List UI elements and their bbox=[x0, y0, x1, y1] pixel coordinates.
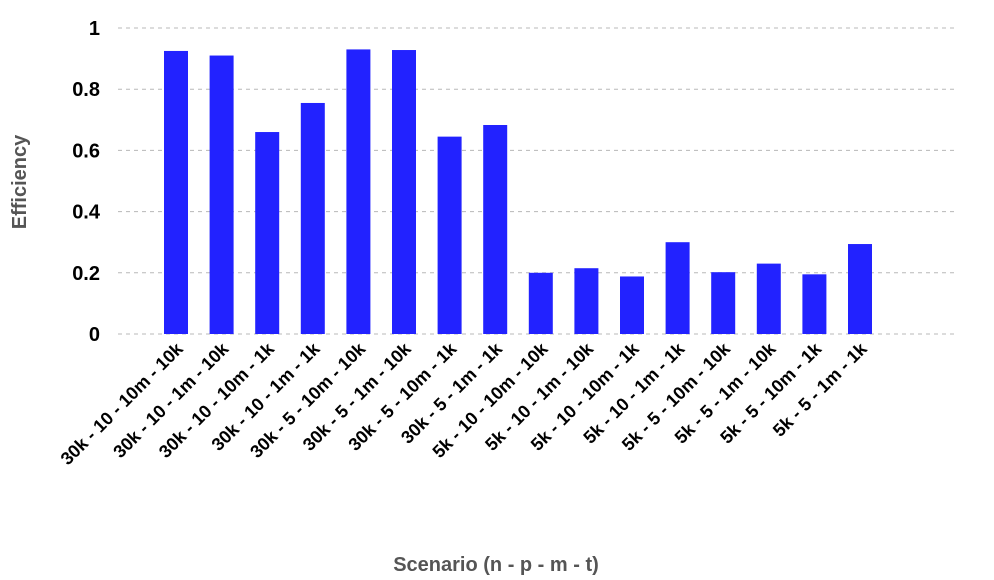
bar bbox=[164, 50, 188, 334]
bars bbox=[164, 49, 872, 335]
bar bbox=[848, 244, 872, 334]
bar bbox=[255, 132, 280, 334]
y-axis-label: Efficiency bbox=[9, 134, 31, 229]
bar bbox=[665, 242, 690, 334]
y-tick-label: 0.6 bbox=[72, 140, 100, 162]
bar bbox=[483, 125, 508, 334]
bar bbox=[346, 49, 371, 335]
bar bbox=[528, 272, 553, 334]
bar bbox=[392, 50, 416, 334]
bar bbox=[300, 102, 325, 334]
bar bbox=[574, 268, 599, 334]
bar bbox=[620, 276, 644, 334]
y-tick-label: 0 bbox=[89, 324, 100, 346]
y-tick-label: 1 bbox=[89, 18, 100, 40]
bar bbox=[756, 263, 781, 334]
bar bbox=[711, 272, 736, 334]
y-tick-label: 0.4 bbox=[72, 202, 101, 224]
bar bbox=[209, 55, 234, 334]
y-tick-label: 0.8 bbox=[72, 79, 100, 101]
y-axis-ticks: 0 0.2 0.4 0.6 0.8 1 bbox=[72, 18, 101, 346]
bar bbox=[802, 274, 827, 334]
y-tick-label: 0.2 bbox=[72, 263, 100, 285]
bar bbox=[437, 136, 462, 334]
x-axis-label: Scenario (n - p - m - t) bbox=[393, 554, 599, 576]
